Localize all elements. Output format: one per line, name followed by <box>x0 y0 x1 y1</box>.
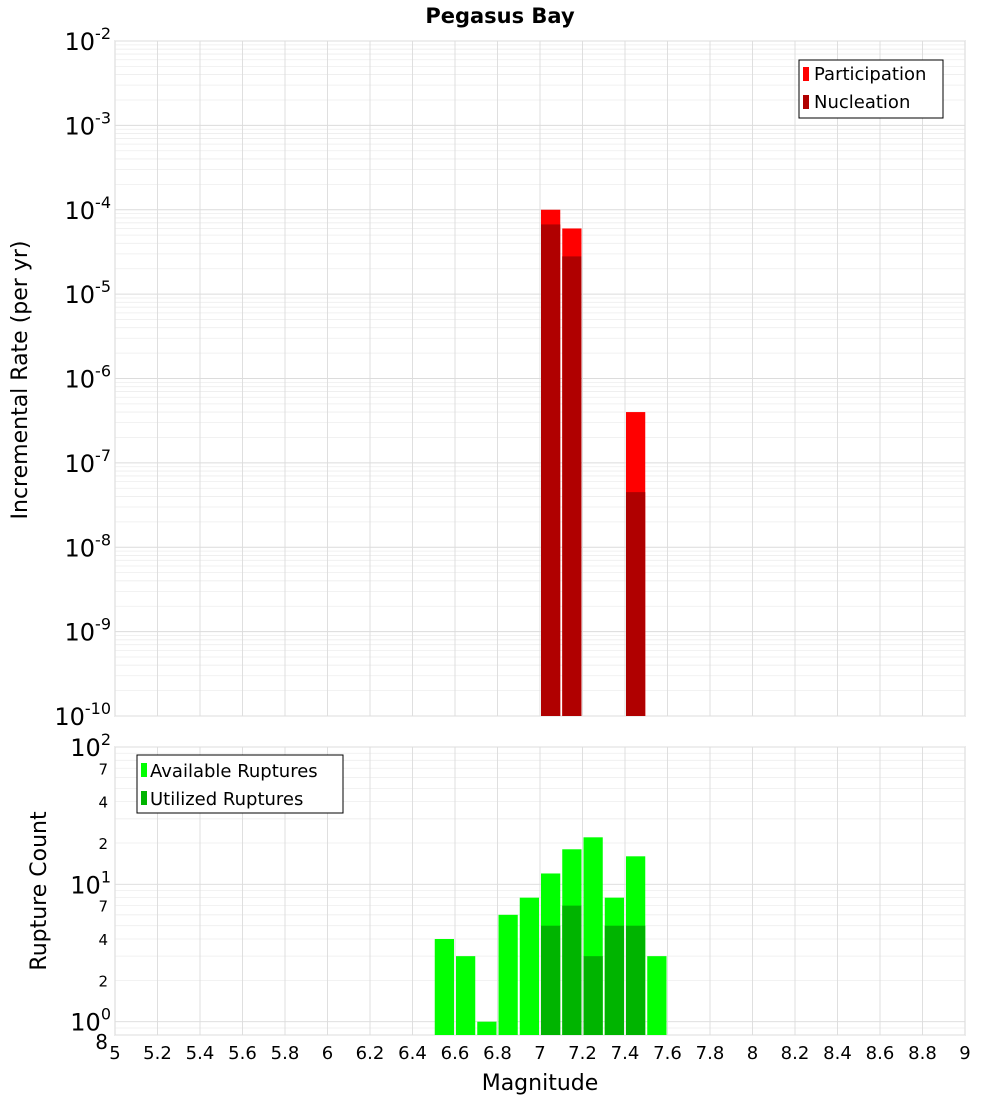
y-tick-label: 10-3 <box>65 108 112 140</box>
y-tick-label: 10-4 <box>65 193 112 225</box>
bottom-legend: Available Ruptures Utilized Ruptures <box>136 754 344 814</box>
y-minor-tick-label: 7 <box>98 898 108 916</box>
chart-title: Pegasus Bay <box>425 4 575 28</box>
utilized-ruptures-bar <box>604 925 624 1035</box>
x-tick-label: 8.4 <box>823 1043 852 1064</box>
utilized-ruptures-bar <box>583 956 603 1035</box>
legend-swatch-available <box>141 763 147 777</box>
x-tick-label: 7.4 <box>611 1043 640 1064</box>
utilized-ruptures-bar <box>541 925 561 1035</box>
x-tick-label: 5.4 <box>186 1043 215 1064</box>
y-tick-label: 10-8 <box>65 530 112 562</box>
x-tick-label: 7.6 <box>653 1043 682 1064</box>
top-legend: Participation Nucleation <box>798 59 944 119</box>
nucleation-bar <box>541 224 561 717</box>
top-y-axis-title: Incremental Rate (per yr) <box>8 241 33 520</box>
y-tick-label: 10-7 <box>65 446 112 478</box>
legend-swatch-nucleation <box>803 95 809 109</box>
x-tick-label: 7.2 <box>568 1043 597 1064</box>
x-tick-label: 5.8 <box>271 1043 300 1064</box>
y-tick-label: 10-2 <box>65 24 112 56</box>
x-tick-label: 8.2 <box>781 1043 810 1064</box>
nucleation-bar <box>626 492 646 716</box>
x-axis-tick-labels: 5 5.2 5.4 5.6 5.8 6 6.2 6.4 6.6 6.8 7 7.2 7.4 7.6 7.8 8… <box>109 1043 970 1064</box>
y-minor-tick-label: 4 <box>98 794 108 812</box>
y-tick-label: 101 <box>70 867 111 899</box>
bottom-y-axis-title: Rupture Count <box>27 811 52 971</box>
x-tick-label: 5.6 <box>228 1043 257 1064</box>
y-tick-label: 100 <box>70 1005 111 1037</box>
x-tick-label: 6.4 <box>398 1043 427 1064</box>
available-ruptures-bar <box>647 956 667 1035</box>
available-ruptures-bar <box>498 914 518 1035</box>
legend-label-utilized: Utilized Ruptures <box>150 789 303 810</box>
x-tick-label: 6.8 <box>483 1043 512 1064</box>
x-tick-label: 7.8 <box>696 1043 725 1064</box>
x-tick-label: 8 <box>747 1043 758 1064</box>
x-tick-label: 8.6 <box>866 1043 895 1064</box>
x-tick-label: 9 <box>959 1043 970 1064</box>
x-tick-label: 8.8 <box>908 1043 937 1064</box>
y-tick-label: 10-10 <box>54 699 111 731</box>
utilized-ruptures-bar <box>562 905 582 1035</box>
y-tick-label: 10-9 <box>65 615 112 647</box>
legend-label-nucleation: Nucleation <box>814 92 910 113</box>
available-ruptures-bar <box>519 897 539 1035</box>
bottom-legend-box <box>136 754 344 814</box>
utilized-ruptures-bar <box>626 925 646 1035</box>
y-tick-label: 10-5 <box>65 277 112 309</box>
x-tick-label: 6.6 <box>441 1043 470 1064</box>
y-tick-label: 102 <box>70 730 111 762</box>
x-axis-title: Magnitude <box>482 1071 599 1096</box>
nucleation-bar <box>562 256 582 716</box>
y-minor-tick-label: 2 <box>98 835 108 853</box>
y-minor-tick-label: 7 <box>98 760 108 778</box>
legend-swatch-utilized <box>141 791 147 805</box>
x-tick-label: 6.2 <box>356 1043 385 1064</box>
y-tick-label: 10-6 <box>65 362 112 394</box>
legend-swatch-participation <box>803 67 809 81</box>
legend-label-participation: Participation <box>814 64 926 85</box>
available-ruptures-bar <box>456 956 476 1035</box>
y-minor-tick-label: 8 <box>95 1030 108 1054</box>
x-tick-label: 7 <box>534 1043 545 1064</box>
x-tick-label: 6 <box>322 1043 333 1064</box>
available-ruptures-bar <box>434 939 454 1035</box>
y-minor-tick-label: 2 <box>98 972 108 990</box>
legend-label-available: Available Ruptures <box>150 761 318 782</box>
top-plot-area: 10-2 10-3 10-4 10-5 10-6 10-7 10-8 10-9 10-10 <box>54 24 966 731</box>
x-tick-label: 5.2 <box>143 1043 172 1064</box>
x-tick-label: 5 <box>109 1043 120 1064</box>
top-legend-box <box>798 59 944 119</box>
available-ruptures-bar <box>477 1021 497 1035</box>
y-minor-tick-label: 4 <box>98 931 108 949</box>
